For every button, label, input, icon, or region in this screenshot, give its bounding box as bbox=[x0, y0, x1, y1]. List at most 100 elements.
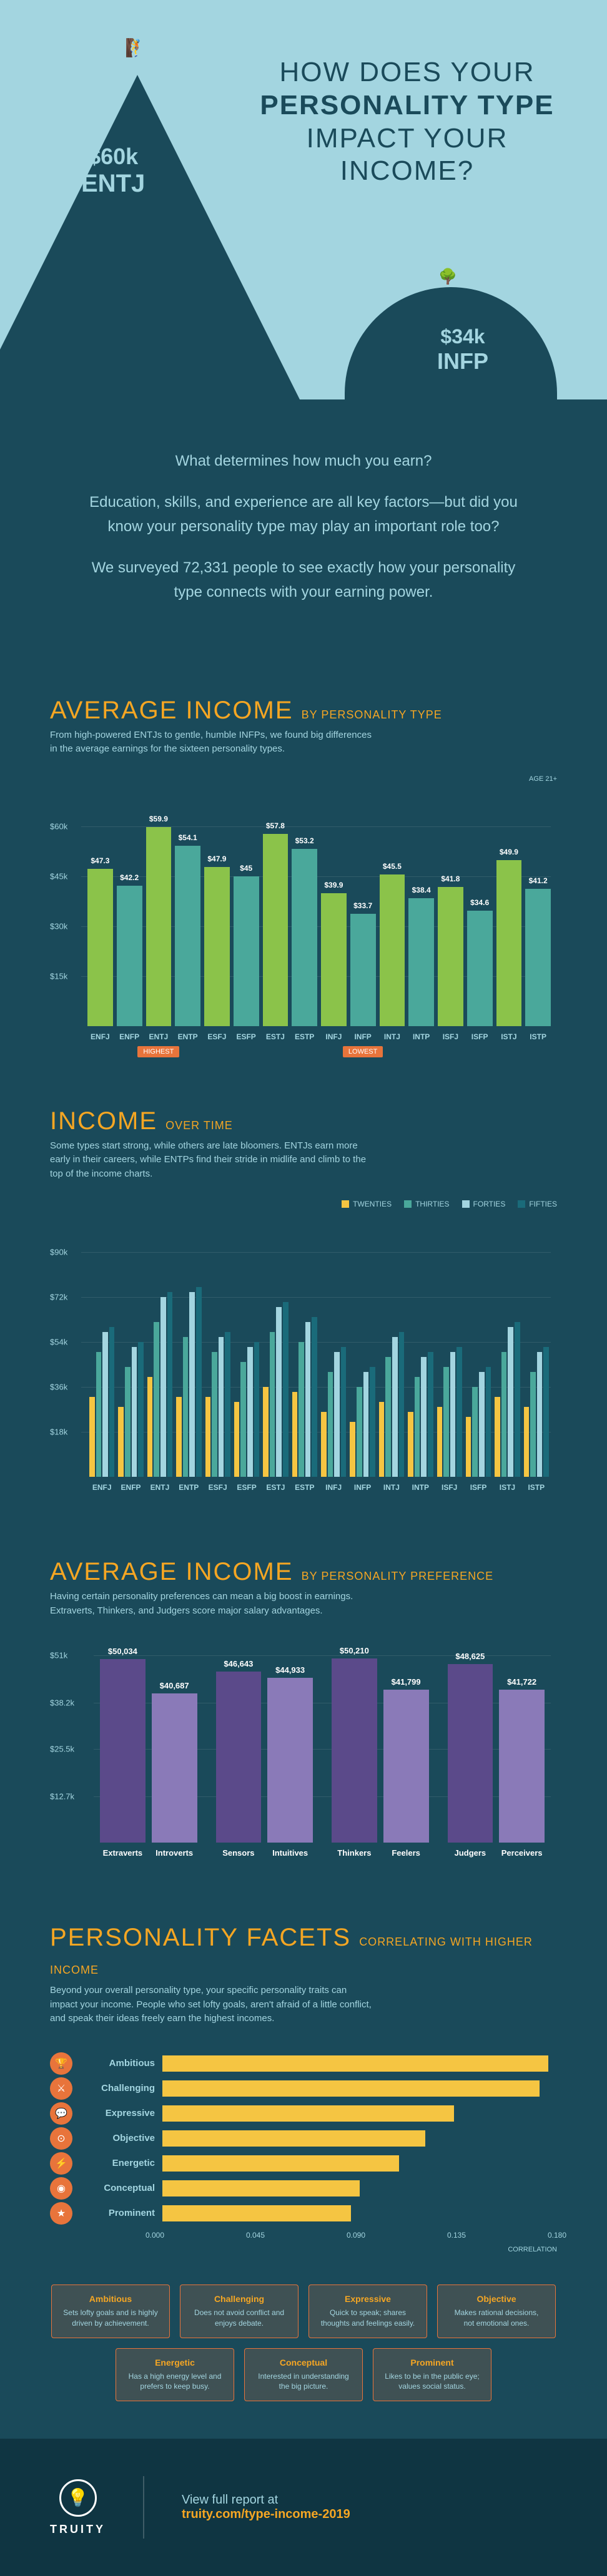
pref-bar: $41,722Perceivers bbox=[499, 1690, 545, 1843]
facet-definition-box: EnergeticHas a high energy level and pre… bbox=[116, 2348, 234, 2402]
facet-track bbox=[162, 2055, 557, 2072]
decade-bar bbox=[109, 1327, 115, 1477]
lightbulb-icon: 💡 bbox=[59, 2479, 97, 2517]
pref-bar: $50,210Thinkers bbox=[332, 1658, 377, 1843]
facet-row: ⚔Challenging bbox=[50, 2076, 557, 2101]
bar-x-label: INTJ bbox=[380, 1032, 405, 1041]
fbox-title: Conceptual bbox=[256, 2358, 351, 2368]
decade-bar bbox=[312, 1317, 317, 1477]
footer-link[interactable]: truity.com/type-income-2019 bbox=[182, 2507, 350, 2521]
bar-group: ISFJ bbox=[435, 1347, 464, 1477]
bar-x-label: ESTP bbox=[292, 1032, 317, 1041]
x-tick-label: 0.135 bbox=[447, 2231, 466, 2240]
bar-group: INTJ bbox=[377, 1332, 406, 1477]
heading-sub: BY PERSONALITY PREFERENCE bbox=[302, 1570, 493, 1582]
decade-bar bbox=[321, 1412, 327, 1477]
decade-bar bbox=[370, 1367, 375, 1477]
bar-slot: $49.9ISTJ bbox=[496, 860, 522, 1026]
decade-bar bbox=[247, 1347, 253, 1477]
bar-slot: $38.4INTP bbox=[408, 898, 434, 1026]
facet-row: ★Prominent bbox=[50, 2201, 557, 2226]
decade-bar bbox=[189, 1292, 195, 1477]
bar-x-label: ESTJ bbox=[263, 1032, 289, 1041]
facets-section: PERSONALITY FACETS CORRELATING WITH HIGH… bbox=[0, 1899, 607, 2439]
heading-sub: OVER TIME bbox=[165, 1119, 233, 1132]
fbox-title: Challenging bbox=[192, 2294, 287, 2304]
facet-row: ⚡Energetic bbox=[50, 2151, 557, 2176]
hero-line4: INCOME? bbox=[340, 155, 474, 186]
facet-definition-box: AmbitiousSets lofty goals and is highly … bbox=[51, 2285, 170, 2338]
y-tick-label: $54k bbox=[50, 1338, 67, 1347]
decade-bar bbox=[443, 1367, 449, 1477]
avg-income-desc: From high-powered ENTJs to gentle, humbl… bbox=[50, 728, 375, 757]
pref-value-label: $40,687 bbox=[152, 1681, 197, 1690]
facets-axis: 0.0000.0450.0900.1350.180 bbox=[155, 2231, 557, 2243]
bar-slot: $33.7INFPLOWEST bbox=[350, 914, 376, 1026]
footer-divider bbox=[143, 2476, 144, 2539]
income-time-heading: INCOME OVER TIME bbox=[50, 1107, 557, 1135]
bar-group: ESTP bbox=[290, 1317, 319, 1477]
facet-row: 🏆Ambitious bbox=[50, 2051, 557, 2076]
intro-p3: We surveyed 72,331 people to see exactly… bbox=[87, 556, 520, 604]
income-bar: $33.7 bbox=[350, 914, 376, 1026]
bar-value-label: $49.9 bbox=[496, 848, 522, 856]
income-bar: $47.9 bbox=[204, 867, 230, 1026]
decade-bar bbox=[357, 1387, 362, 1477]
group-label: ENFP bbox=[116, 1483, 145, 1492]
income-bar: $59.9 bbox=[146, 827, 172, 1026]
brand-name: TRUITY bbox=[50, 2523, 106, 2536]
facet-track bbox=[162, 2080, 557, 2097]
decade-bar bbox=[89, 1397, 95, 1477]
group-label: INTP bbox=[406, 1483, 435, 1492]
fbox-title: Objective bbox=[449, 2294, 544, 2304]
bar-value-label: $57.8 bbox=[263, 821, 289, 830]
pref-value-label: $48,625 bbox=[448, 1652, 493, 1661]
hero-section: 🧗 $60k ENTJ HOW DOES YOUR PERSONALITY TY… bbox=[0, 0, 607, 399]
bar-x-label: INTP bbox=[408, 1032, 434, 1041]
pref-x-label: Introverts bbox=[152, 1848, 197, 1858]
x-tick-label: 0.180 bbox=[548, 2231, 566, 2240]
fbox-desc: Does not avoid conflict and enjoys debat… bbox=[192, 2308, 287, 2329]
bar-value-label: $54.1 bbox=[175, 833, 200, 842]
correlation-label: CORRELATION bbox=[50, 2246, 557, 2253]
tree-icon: 🌳 bbox=[438, 268, 457, 286]
facet-bar bbox=[162, 2205, 351, 2221]
decade-bar bbox=[167, 1292, 173, 1477]
callout-highest: HIGHEST bbox=[137, 1046, 179, 1057]
facet-bar bbox=[162, 2080, 540, 2097]
pref-bar: $50,034Extraverts bbox=[100, 1659, 146, 1843]
fbox-desc: Interested in understanding the big pict… bbox=[256, 2371, 351, 2392]
facet-definition-box: Conceptual Interested in understanding th… bbox=[244, 2348, 363, 2402]
income-bar: $38.4 bbox=[408, 898, 434, 1026]
income-bar: $47.3 bbox=[87, 869, 113, 1026]
pref-bar: $44,933Intuitives bbox=[267, 1678, 313, 1843]
avg-income-heading: AVERAGE INCOME BY PERSONALITY TYPE bbox=[50, 697, 557, 725]
income-bar: $34.6 bbox=[467, 911, 493, 1026]
legend-label: TWENTIES bbox=[353, 1200, 392, 1208]
pref-value-label: $41,799 bbox=[383, 1677, 429, 1687]
y-tick-label: $15k bbox=[50, 971, 67, 981]
facet-label: Challenging bbox=[80, 2083, 155, 2094]
bar-x-label: INFJ bbox=[321, 1032, 347, 1041]
pref-value-label: $46,643 bbox=[216, 1659, 262, 1668]
decade-bar bbox=[399, 1332, 405, 1477]
decade-bar bbox=[466, 1417, 471, 1477]
facets-desc: Beyond your overall personality type, yo… bbox=[50, 1984, 375, 2026]
decade-bar bbox=[350, 1422, 355, 1477]
bar-value-label: $45.5 bbox=[380, 862, 405, 871]
decade-bar bbox=[160, 1297, 166, 1477]
decade-bar bbox=[183, 1337, 189, 1477]
intro-p1: What determines how much you earn? bbox=[87, 449, 520, 473]
bar-slot: $34.6ISFP bbox=[467, 911, 493, 1026]
decade-bar bbox=[486, 1367, 491, 1477]
bar-value-label: $53.2 bbox=[292, 836, 317, 845]
group-label: ESFJ bbox=[204, 1483, 232, 1492]
y-tick-label: $72k bbox=[50, 1293, 67, 1302]
pref-pair: $46,643Sensors$44,933Intuitives bbox=[216, 1672, 313, 1843]
group-label: ENFJ bbox=[87, 1483, 116, 1492]
decade-bar bbox=[341, 1347, 347, 1477]
heading-main: AVERAGE INCOME bbox=[50, 1558, 294, 1585]
income-bar: $45.5 bbox=[380, 874, 405, 1026]
bar-value-label: $41.2 bbox=[525, 876, 551, 885]
decade-bar bbox=[263, 1387, 269, 1477]
